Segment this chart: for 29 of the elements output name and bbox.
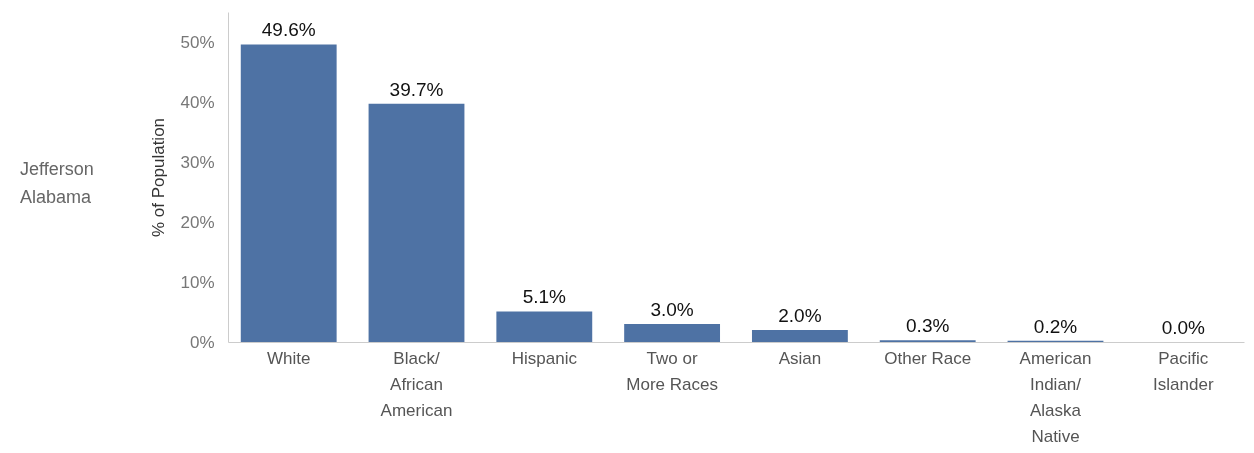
y-tick-label: 20% bbox=[180, 212, 215, 232]
data-label: 0.3% bbox=[906, 315, 950, 337]
bar bbox=[751, 330, 848, 342]
data-label: 39.7% bbox=[389, 78, 444, 100]
x-tick-label: Black/ African American bbox=[380, 348, 453, 420]
x-tick-label: Pacific Islander bbox=[1153, 348, 1214, 394]
x-tick-label: American Indian/ Alaska Native bbox=[1019, 348, 1092, 446]
data-label: 5.1% bbox=[522, 286, 567, 308]
data-label: 3.0% bbox=[650, 299, 694, 320]
y-tick-label: 0% bbox=[189, 332, 215, 352]
x-tick-label: White bbox=[266, 348, 311, 368]
data-label: 2.0% bbox=[778, 305, 822, 326]
y-tick-label: 50% bbox=[180, 32, 215, 52]
y-tick-label: 40% bbox=[180, 92, 215, 112]
data-label: 49.6% bbox=[261, 19, 316, 41]
data-label: 0.0% bbox=[1161, 317, 1206, 338]
data-label: 0.2% bbox=[1033, 315, 1078, 337]
text: Jefferson Alabama bbox=[20, 159, 94, 208]
y-tick-label: 10% bbox=[180, 272, 215, 292]
bar bbox=[496, 311, 593, 342]
x-tick-label: Two or More Races bbox=[626, 348, 718, 394]
bar bbox=[624, 324, 721, 342]
y-axis-title: % of Population bbox=[149, 117, 169, 238]
bar bbox=[240, 44, 337, 342]
x-tick-label: Hispanic bbox=[511, 348, 578, 368]
y-tick-label: 30% bbox=[180, 152, 215, 172]
x-tick-label: Other Race bbox=[884, 348, 972, 368]
bar bbox=[368, 103, 465, 342]
x-tick-label: Asian bbox=[778, 348, 822, 368]
